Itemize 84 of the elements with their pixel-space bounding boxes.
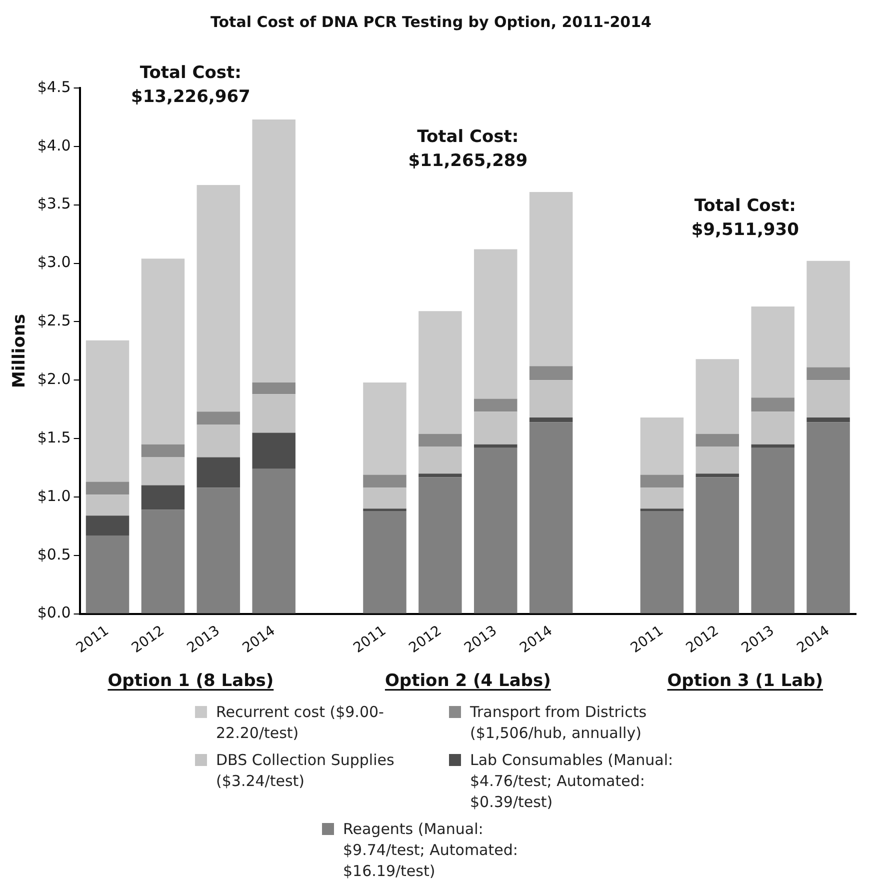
bar [529,418,573,422]
bar [529,192,573,366]
bar [363,510,406,614]
bar [806,367,850,380]
bar [141,258,185,444]
bar [474,249,518,399]
bar [252,394,296,433]
bar [751,448,794,614]
bar [86,482,130,495]
annotation: Total Cost: [417,126,519,147]
bar [418,311,462,434]
y-tick-label: $1.5 [37,428,71,446]
y-tick-label: $4.0 [37,136,71,154]
bar [751,398,794,412]
y-tick-label: $3.0 [37,253,71,272]
bar [806,380,850,418]
bar [751,306,794,398]
bar [86,516,130,536]
bar [751,444,794,448]
bar [640,488,684,509]
bar [696,477,740,614]
bar [141,457,185,486]
bar [363,382,406,475]
chart-title: Total Cost of DNA PCR Testing by Option, 2011-2014 [210,12,652,31]
text: Option 1 (8 Labs) [108,671,274,691]
text: Total Cost: [140,62,242,83]
bar [696,474,740,478]
bar [141,485,185,510]
bar [806,260,850,368]
bar [252,432,296,469]
bar [418,477,462,614]
bar [252,120,296,382]
bar [529,366,573,380]
bar [196,488,240,614]
y-tick-label: $2.5 [37,312,71,330]
bar [806,422,850,614]
y-tick-label: $3.5 [37,194,71,213]
bar [806,418,850,422]
bar [751,412,794,444]
legend-label: Reagents (Manual: $9.74/test; Automated: $16.19/test) [343,819,519,882]
legend-label: Lab Consumables (Manual: $4.76/test; Automated: $0.39/test) [470,750,674,813]
text: Option 2 (4 Labs) [384,671,551,691]
bar [640,418,684,475]
bar [696,434,740,447]
bar [196,184,240,412]
legend-label: Recurrent cost ($9.00-22.20/test) [216,702,385,744]
bar [363,488,406,509]
bar [86,494,130,516]
y-tick-label: $1.0 [37,486,71,505]
bar [529,380,573,418]
bar [252,468,296,614]
bar [418,474,462,478]
bar [196,424,240,458]
annotation: Total Cost: [694,196,796,216]
bar [418,446,462,474]
bar [529,422,573,614]
bar [696,359,740,434]
annotation: $9,511,930 [691,220,800,240]
bar [640,510,684,614]
bar [640,474,684,488]
bar [474,444,518,448]
legend-label: DBS Collection Supplies ($3.24/test) [216,750,396,792]
bar [141,444,185,458]
bar [196,457,240,488]
annotation: $13,226,967 [130,86,250,107]
bar [474,448,518,614]
legend-label: Transport from Districts ($1,506/hub, annually) [470,702,648,744]
bar [418,434,462,447]
y-tick-label: $0.5 [37,545,71,564]
bar [86,340,130,482]
y-tick-label: $2.0 [37,370,71,388]
bar [196,412,240,425]
text: Option 3 (1 Lab) [667,671,824,691]
y-tick-label: $4.5 [37,78,71,96]
bar [363,474,406,488]
annotation: $11,265,289 [408,150,528,171]
bar [252,382,296,394]
y-axis-title: Millions [10,314,30,388]
bar [474,412,518,444]
bar [696,446,740,474]
y-tick-label: $0.0 [37,604,71,622]
bar [86,536,130,614]
bar [141,510,185,614]
bar [474,398,518,412]
